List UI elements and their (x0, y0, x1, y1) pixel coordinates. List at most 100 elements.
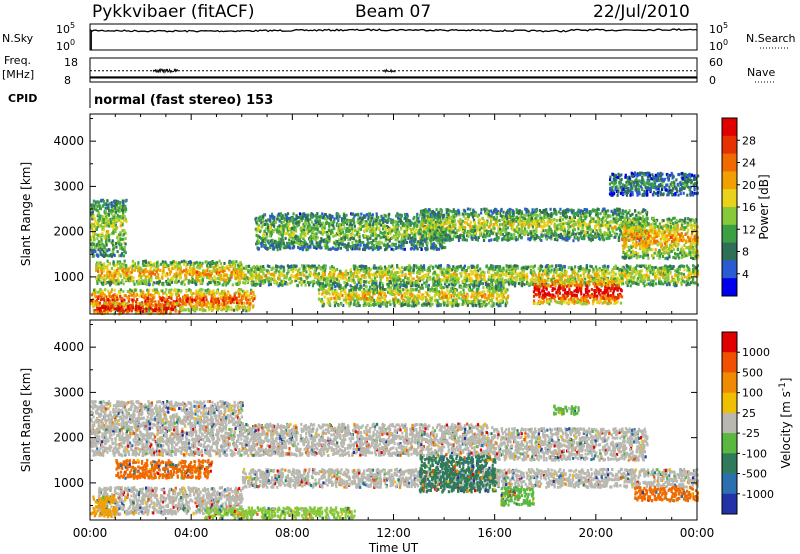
power-cell (611, 268, 614, 271)
power-cell (281, 224, 285, 228)
power-cell (214, 298, 217, 302)
power-cell (343, 226, 346, 230)
power-cell (113, 215, 116, 219)
power-cell (302, 235, 306, 239)
power-cell (692, 268, 695, 272)
power-cell (443, 275, 446, 279)
power-cell (95, 233, 98, 237)
power-cell (121, 229, 124, 233)
power-cell (97, 245, 100, 249)
power-cell (165, 272, 169, 276)
power-cell (165, 279, 168, 283)
power-cell (276, 228, 279, 232)
power-cell (110, 221, 113, 225)
power-cell (111, 223, 115, 227)
power-cell (200, 305, 203, 309)
power-cell (108, 202, 111, 206)
power-cell (344, 216, 347, 220)
power-cell (94, 203, 97, 207)
power-cell (247, 293, 250, 297)
power-cell (205, 295, 208, 299)
power-cell (306, 231, 310, 235)
power-cell (475, 277, 478, 281)
power-cell (102, 225, 105, 229)
power-cell (428, 234, 431, 238)
power-cell (339, 246, 342, 250)
power-cell (110, 204, 113, 208)
power-cell (234, 268, 237, 272)
power-cell (416, 212, 419, 216)
power-cell (414, 238, 417, 242)
power-cell (117, 279, 120, 283)
power-cell (227, 305, 231, 309)
power-cell (343, 237, 346, 241)
power-cell (115, 210, 118, 214)
power-cell (505, 264, 508, 268)
power-cell (116, 213, 119, 217)
power-cell (165, 262, 168, 266)
power-cell (353, 214, 356, 218)
power-cell (280, 264, 283, 268)
power-cell (325, 282, 328, 286)
power-cell (383, 213, 386, 217)
power-cell (593, 276, 596, 280)
power-cell (394, 220, 397, 224)
power-cell (195, 306, 198, 310)
power-cell (370, 214, 373, 218)
power-cell (236, 299, 239, 303)
power-cell (158, 306, 161, 310)
power-cell (93, 238, 96, 242)
power-cell (104, 276, 107, 280)
power-cell (370, 277, 373, 281)
power-cell (686, 281, 689, 285)
power-cell (286, 241, 289, 245)
power-cell (116, 293, 119, 297)
power-cell (182, 301, 185, 305)
power-cell (390, 247, 393, 251)
power-cell (110, 271, 113, 275)
power-cell (104, 253, 107, 257)
power-cell (201, 261, 204, 265)
power-cell (402, 232, 405, 236)
power-cell (160, 289, 163, 293)
power-cell (114, 223, 117, 227)
power-cell (408, 233, 411, 237)
power-cell (250, 288, 253, 292)
power-cell (140, 270, 143, 274)
power-cell (103, 251, 107, 255)
power-cell (321, 278, 324, 282)
power-cell (385, 237, 388, 241)
power-cell (467, 279, 470, 283)
power-cell (195, 300, 198, 304)
power-cell (130, 279, 133, 283)
power-cell (221, 267, 224, 271)
power-cell (226, 306, 229, 309)
power-cell (94, 205, 98, 209)
power-cell (214, 262, 218, 266)
power-cell (162, 283, 165, 287)
power-cell (401, 234, 404, 238)
power-cell (183, 296, 186, 299)
power-cell (325, 233, 328, 236)
power-cell (166, 302, 169, 306)
power-cell (317, 241, 320, 245)
power-cell (505, 269, 508, 273)
power-cell (342, 235, 345, 239)
power-cell (123, 259, 126, 263)
power-cell (287, 269, 290, 273)
power-cell (379, 265, 382, 269)
power-cell (681, 264, 684, 268)
power-cell (275, 240, 278, 244)
power-cell (256, 282, 259, 286)
power-cell (349, 223, 352, 227)
power-cell (406, 212, 409, 216)
power-cell (243, 281, 247, 285)
power-cell (359, 225, 362, 229)
power-cell (272, 244, 275, 248)
power-cell (680, 281, 683, 285)
power-cell (110, 241, 113, 245)
power-cell (405, 226, 408, 230)
power-cell (399, 219, 402, 222)
power-cell (169, 270, 172, 274)
power-cell (97, 273, 100, 277)
